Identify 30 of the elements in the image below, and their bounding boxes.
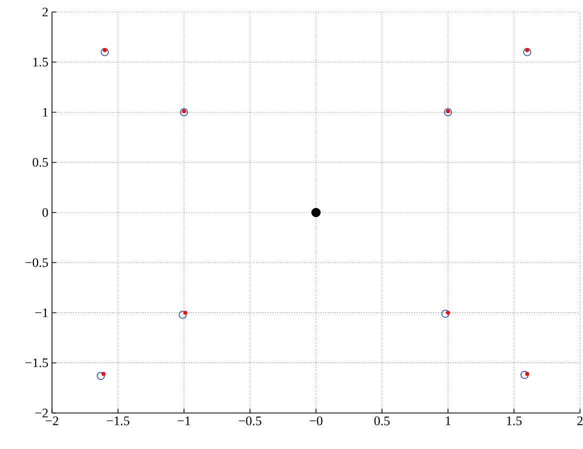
point <box>525 372 530 376</box>
point <box>183 310 188 315</box>
x-tick-label: 1 <box>446 416 450 426</box>
point <box>520 370 529 379</box>
point <box>446 310 450 315</box>
y-tick-label: 2 <box>42 8 48 16</box>
y-tick-label: 1.5 <box>33 58 48 67</box>
x-tick-label: −1 <box>178 416 190 426</box>
y-tick-label: 0 <box>42 208 48 217</box>
x-tick-label: −0 <box>310 416 322 426</box>
x-tick-label: 2 <box>577 416 583 426</box>
point <box>100 48 109 56</box>
point <box>523 48 532 56</box>
x-tick-label: 0.5 <box>374 416 390 426</box>
point <box>96 372 105 380</box>
y-tick-label: 0.5 <box>32 158 48 167</box>
x-tick-label: −0.5 <box>238 416 262 426</box>
point <box>311 208 321 218</box>
point <box>178 310 187 319</box>
point <box>101 372 106 376</box>
point <box>444 108 452 116</box>
y-tick-label: −1 <box>35 308 48 318</box>
y-tick-label: −0.5 <box>26 258 48 268</box>
point <box>180 108 188 116</box>
x-tick-label: 1.5 <box>507 416 522 426</box>
y-tick-label: −1.5 <box>26 358 48 368</box>
y-tick-label: −2 <box>35 408 48 418</box>
y-tick-label: 1 <box>43 108 48 117</box>
x-tick-label: −1.5 <box>106 416 130 426</box>
point <box>441 310 450 318</box>
